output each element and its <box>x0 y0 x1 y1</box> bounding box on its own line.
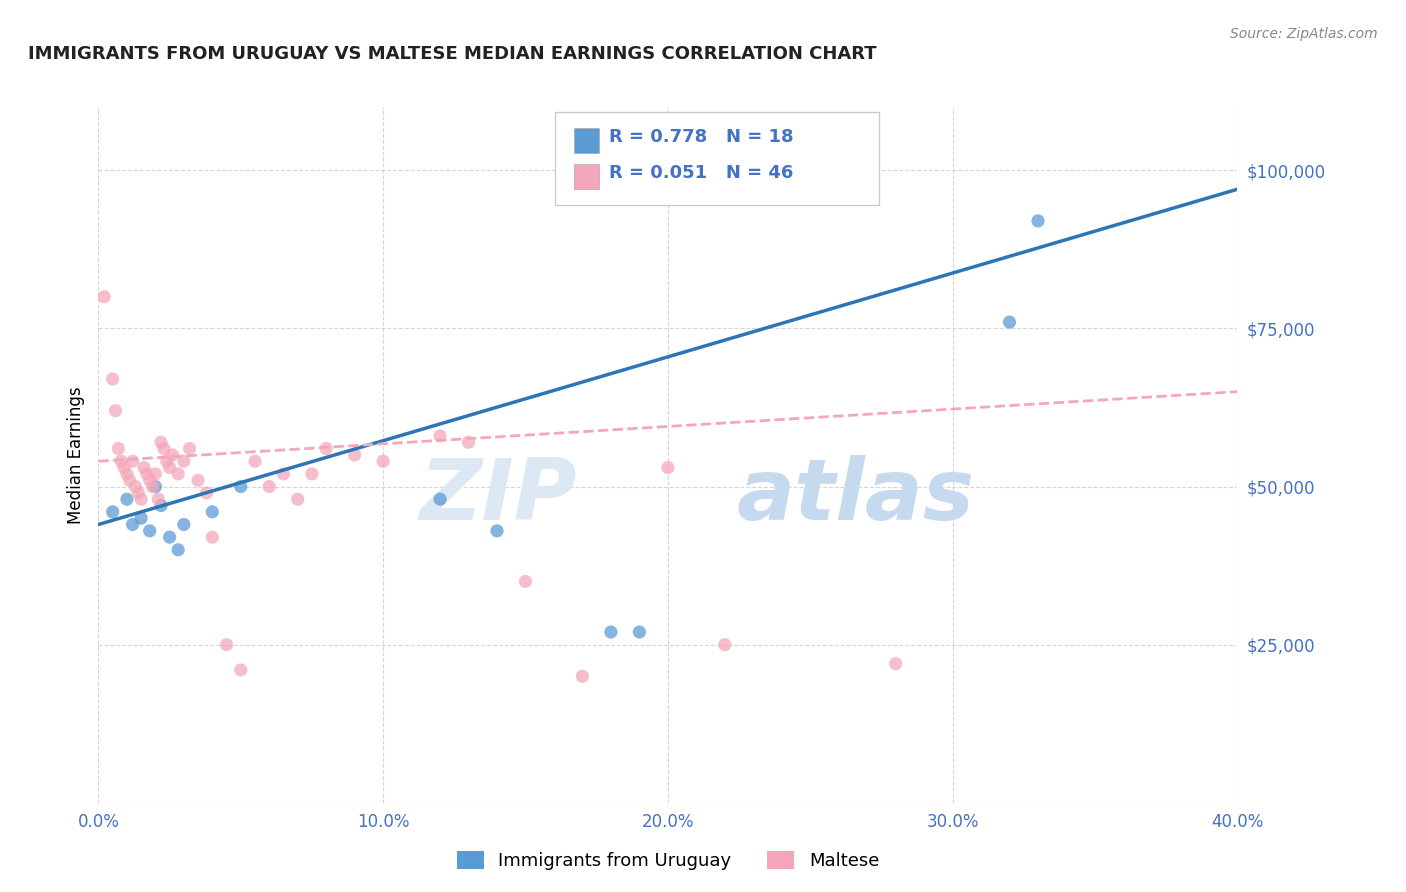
Text: atlas: atlas <box>737 455 974 538</box>
Point <box>93 290 115 304</box>
Text: Source: ZipAtlas.com: Source: ZipAtlas.com <box>1230 27 1378 41</box>
Point <box>138 524 160 538</box>
Point <box>457 435 479 450</box>
Point <box>115 467 138 481</box>
Point <box>129 492 152 507</box>
Point <box>229 663 252 677</box>
Point <box>167 542 190 557</box>
Point <box>195 486 218 500</box>
Point <box>657 460 679 475</box>
Point <box>343 448 366 462</box>
Text: R = 0.778   N = 18: R = 0.778 N = 18 <box>609 128 793 146</box>
Point <box>515 574 537 589</box>
Point <box>259 479 281 493</box>
Point <box>110 454 132 468</box>
Point <box>215 638 238 652</box>
Point <box>884 657 907 671</box>
Text: IMMIGRANTS FROM URUGUAY VS MALTESE MEDIAN EARNINGS CORRELATION CHART: IMMIGRANTS FROM URUGUAY VS MALTESE MEDIA… <box>28 45 877 62</box>
Point <box>156 454 179 468</box>
Point <box>121 454 143 468</box>
Point <box>145 479 167 493</box>
Point <box>138 473 160 487</box>
Text: R = 0.051   N = 46: R = 0.051 N = 46 <box>609 164 793 182</box>
Point <box>101 372 124 386</box>
Y-axis label: Median Earnings: Median Earnings <box>66 386 84 524</box>
Point <box>714 638 737 652</box>
Point <box>373 454 395 468</box>
Point <box>287 492 309 507</box>
Point <box>173 517 195 532</box>
Point <box>429 429 451 443</box>
Point <box>124 479 146 493</box>
Point <box>159 530 181 544</box>
Point <box>150 499 173 513</box>
Point <box>150 435 173 450</box>
Point <box>301 467 323 481</box>
Point <box>243 454 266 468</box>
Point <box>628 625 651 640</box>
Point <box>201 505 224 519</box>
Point <box>129 511 152 525</box>
Legend: Immigrants from Uruguay, Maltese: Immigrants from Uruguay, Maltese <box>450 844 886 877</box>
Point <box>159 460 181 475</box>
Point <box>107 442 129 456</box>
Point <box>571 669 593 683</box>
Point <box>167 467 190 481</box>
Point <box>229 479 252 493</box>
Point <box>1026 214 1049 228</box>
Point <box>145 467 167 481</box>
Point <box>135 467 157 481</box>
Point <box>132 460 155 475</box>
Point <box>201 530 224 544</box>
Point <box>115 492 138 507</box>
Point <box>429 492 451 507</box>
Point <box>600 625 623 640</box>
Point <box>104 403 127 417</box>
Text: ZIP: ZIP <box>419 455 576 538</box>
Point <box>101 505 124 519</box>
Point <box>173 454 195 468</box>
Point <box>141 479 163 493</box>
Point <box>153 442 176 456</box>
Point <box>121 517 143 532</box>
Point <box>179 442 201 456</box>
Point <box>315 442 337 456</box>
Point <box>998 315 1021 329</box>
Point <box>273 467 295 481</box>
Point <box>112 460 135 475</box>
Point <box>127 486 149 500</box>
Point <box>162 448 184 462</box>
Point <box>148 492 170 507</box>
Point <box>118 473 141 487</box>
Point <box>486 524 509 538</box>
Point <box>187 473 209 487</box>
